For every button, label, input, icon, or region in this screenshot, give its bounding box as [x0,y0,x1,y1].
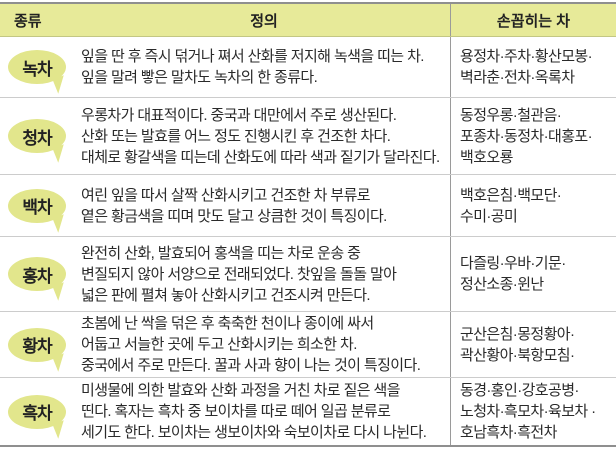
definition-cell: 완전히 산화, 발효되어 홍색을 띠는 차로 운송 중 변질되지 않아 서양으로… [78,237,450,311]
tea-type-label: 녹차 [22,59,52,79]
tea-type-label: 청차 [22,128,52,148]
speech-bubble: 홍차 [8,257,66,291]
notable-teas-cell: 백호은침·백모단· 수미·공미 [450,175,616,236]
definition-text: 여린 잎을 따서 살짝 산화시키고 건조한 차 부류로 옅은 황금색을 띠며 맛… [81,186,387,225]
table-row: 청차 우롱차가 대표적이다. 중국과 대만에서 주로 생산된다. 산화 또는 발… [0,98,616,175]
notable-teas-cell: 군산은침·몽정황아· 곽산황아·북항모침· [450,312,616,377]
speech-bubble: 녹차 [8,50,66,84]
definition-cell: 잎을 딴 후 즉시 덖거나 쪄서 산화를 저지해 녹색을 띠는 차. 잎을 말려… [78,37,450,97]
table-row: 백차 여린 잎을 따서 살짝 산화시키고 건조한 차 부류로 옅은 황금색을 띠… [0,175,616,237]
definition-text: 미생물에 의한 발효와 산화 과정을 거친 차로 짙은 색을 띤다. 혹자는 흑… [81,382,427,441]
tea-type-label: 백차 [22,198,52,217]
tea-type-cell: 흑차 [0,378,78,445]
definition-cell: 미생물에 의한 발효와 산화 과정을 거친 차로 짙은 색을 띤다. 혹자는 흑… [78,378,450,445]
tea-type-cell: 백차 [0,175,78,236]
definition-cell: 여린 잎을 따서 살짝 산화시키고 건조한 차 부류로 옅은 황금색을 띠며 맛… [78,175,450,236]
table-row: 녹차 잎을 딴 후 즉시 덖거나 쪄서 산화를 저지해 녹색을 띠는 차. 잎을… [0,37,616,98]
tea-type-cell: 녹차 [0,37,78,97]
tea-types-table: 종류 정의 손꼽히는 차 녹차 잎을 딴 후 즉시 덖거나 쪄서 산화를 저지해… [0,2,616,447]
definition-text: 초봄에 난 싹을 덖은 후 축축한 천이나 종이에 싸서 어둡고 서늘한 곳에 … [81,315,421,374]
notable-teas-text: 동정우롱·철관음· 포종차·동정차·대홍포· 백호오룡 [460,106,593,166]
table-row: 흑차 미생물에 의한 발효와 산화 과정을 거친 차로 짙은 색을 띤다. 혹자… [0,378,616,445]
notable-teas-text: 동경·홍인·강호공병· 노청차·흑모차·육보차 · 호남흑차·흑전차 [460,382,596,441]
tea-type-label: 흑차 [22,404,52,423]
notable-teas-text: 다즐링·우바·기문· 정산소종·윈난 [460,255,566,293]
tea-type-cell: 청차 [0,98,78,174]
header-notable-teas: 손꼽히는 차 [450,4,616,36]
speech-bubble: 흑차 [8,394,66,429]
table-row: 황차 초봄에 난 싹을 덖은 후 축축한 천이나 종이에 싸서 어둡고 서늘한 … [0,312,616,378]
table-header: 종류 정의 손꼽히는 차 [0,4,616,37]
definition-text: 잎을 딴 후 즉시 덖거나 쪄서 산화를 저지해 녹색을 띠는 차. 잎을 말려… [81,48,424,86]
tea-type-label: 황차 [22,337,52,356]
notable-teas-text: 군산은침·몽정황아· 곽산황아·북항모침· [460,325,575,364]
notable-teas-cell: 동경·홍인·강호공병· 노청차·흑모차·육보차 · 호남흑차·흑전차 [450,378,616,445]
table-row: 홍차 완전히 산화, 발효되어 홍색을 띠는 차로 운송 중 변질되지 않아 서… [0,237,616,312]
speech-bubble: 황차 [8,327,66,362]
tea-type-label: 홍차 [22,266,52,286]
notable-teas-cell: 동정우롱·철관음· 포종차·동정차·대홍포· 백호오룡 [450,98,616,174]
definition-cell: 우롱차가 대표적이다. 중국과 대만에서 주로 생산된다. 산화 또는 발효를 … [78,98,450,174]
definition-text: 우롱차가 대표적이다. 중국과 대만에서 주로 생산된다. 산화 또는 발효를 … [81,106,440,166]
notable-teas-text: 용정차·주차·황산모봉· 벽라춘·전차·옥록차 [460,48,593,86]
header-definition: 정의 [250,12,278,30]
speech-bubble: 백차 [8,188,66,223]
tea-type-cell: 황차 [0,312,78,377]
tea-type-cell: 홍차 [0,237,78,311]
notable-teas-text: 백호은침·백모단· 수미·공미 [460,186,562,225]
speech-bubble: 청차 [8,119,66,153]
definition-cell: 초봄에 난 싹을 덖은 후 축축한 천이나 종이에 싸서 어둡고 서늘한 곳에 … [78,312,450,377]
definition-text: 완전히 산화, 발효되어 홍색을 띠는 차로 운송 중 변질되지 않아 서양으로… [81,244,397,304]
header-type: 종류 [14,12,42,30]
notable-teas-cell: 용정차·주차·황산모봉· 벽라춘·전차·옥록차 [450,37,616,97]
notable-teas-cell: 다즐링·우바·기문· 정산소종·윈난 [450,237,616,311]
